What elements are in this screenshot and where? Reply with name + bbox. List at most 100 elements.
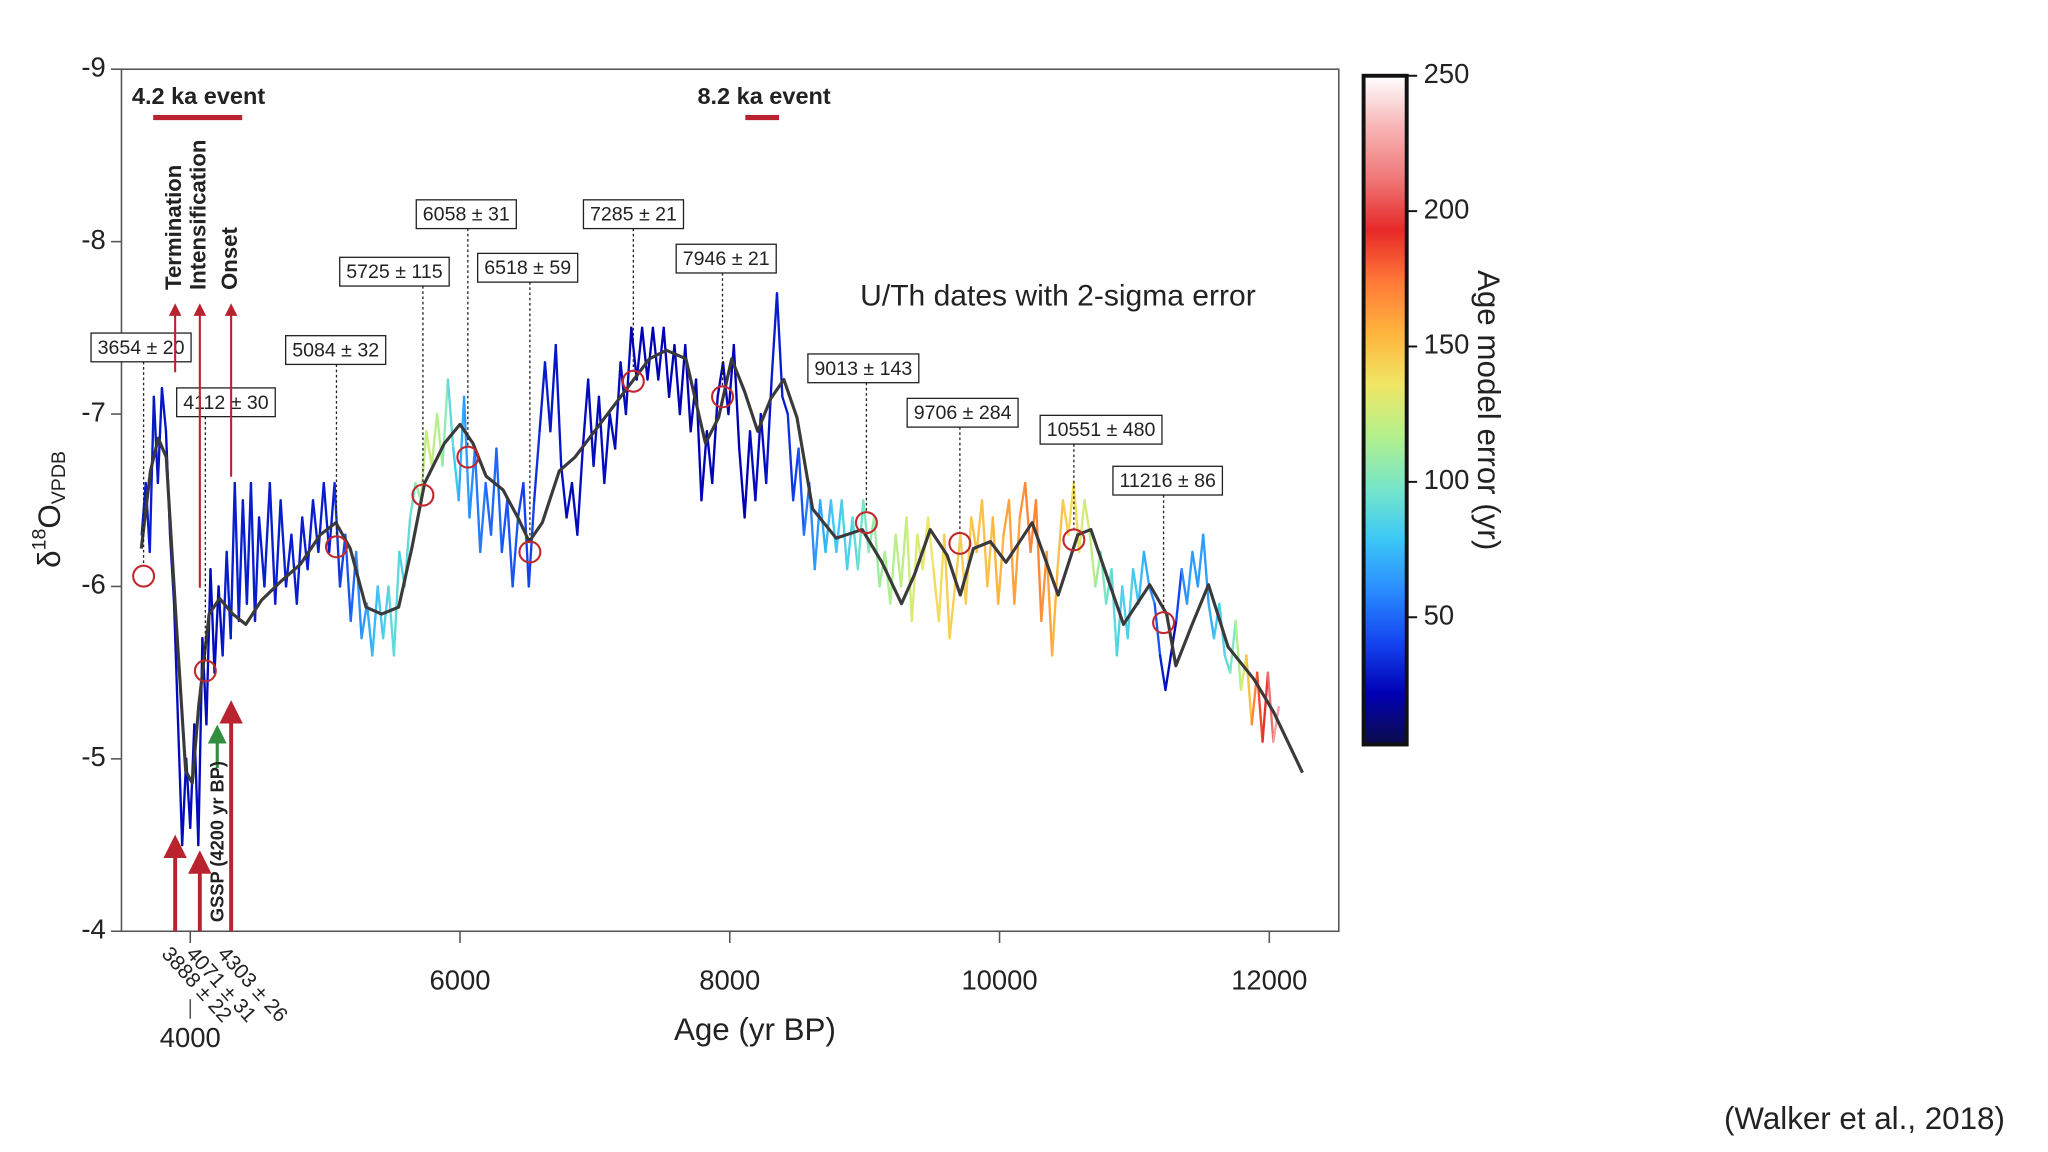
- raw-record-segment: [894, 533, 903, 588]
- raw-record-segment: [1024, 481, 1032, 554]
- raw-record-segment: [500, 499, 509, 554]
- y-axis-label: δ18OVPDB: [29, 451, 71, 568]
- raw-record-segment: [209, 568, 216, 674]
- y-tick-label: -9: [81, 51, 105, 82]
- raw-record-segment: [727, 343, 736, 416]
- raw-record-segment: [543, 361, 552, 433]
- raw-record-segment: [786, 412, 795, 502]
- raw-record-segment: [818, 499, 827, 554]
- raw-record-segment: [899, 516, 908, 588]
- raw-record-segment: [738, 447, 746, 519]
- raw-record-segment: [527, 499, 536, 588]
- raw-record-segment: [516, 481, 525, 519]
- raw-record-segment: [249, 481, 257, 623]
- raw-record-segment: [268, 481, 277, 605]
- date-label: 9013 ± 143: [814, 358, 912, 380]
- date-marker: [518, 540, 542, 564]
- raw-record-segment: [959, 533, 968, 605]
- raw-record-segment: [862, 499, 870, 554]
- raw-record-segment: [986, 516, 994, 588]
- raw-record-segment: [613, 361, 622, 450]
- raw-record-segment: [511, 516, 520, 588]
- raw-record-segment: [1121, 585, 1129, 640]
- raw-record-segment: [392, 550, 401, 657]
- raw-record-segment: [245, 481, 253, 605]
- date-marker: [854, 511, 878, 535]
- date-label: 9706 ± 284: [914, 402, 1012, 424]
- date-label: 11216 ± 86: [1119, 470, 1216, 492]
- colorbar-tick-label: 50: [1424, 599, 1454, 630]
- raw-record-segment: [1126, 568, 1135, 640]
- raw-record-segment: [775, 292, 784, 398]
- raw-record-segment: [435, 412, 444, 467]
- raw-record-segment: [549, 343, 557, 433]
- raw-record-segment: [732, 343, 741, 450]
- raw-record-segment: [484, 481, 493, 536]
- colorbar: [1361, 73, 1409, 747]
- raw-record-segment: [867, 516, 876, 554]
- date-marker: [132, 564, 156, 588]
- raw-record-segment: [419, 430, 428, 502]
- plot-frame: [120, 68, 1340, 933]
- date-marker: [324, 535, 348, 559]
- raw-record-segment: [1067, 481, 1075, 536]
- raw-record-segment: [452, 447, 460, 502]
- raw-record-segment: [565, 481, 574, 519]
- raw-record-segment: [689, 378, 698, 433]
- raw-record-segment: [1261, 671, 1270, 743]
- raw-record-segment: [889, 533, 897, 605]
- date-marker: [1062, 528, 1086, 552]
- raw-record-segment: [1104, 568, 1113, 605]
- raw-record-segment: [1234, 619, 1243, 692]
- raw-record-segment: [916, 533, 924, 571]
- raw-record-segment: [829, 499, 838, 554]
- date-marker: [411, 483, 435, 507]
- raw-record-segment: [468, 447, 477, 519]
- raw-record-segment: [430, 412, 439, 467]
- raw-record-segment: [365, 602, 374, 657]
- raw-record-segment: [205, 568, 212, 726]
- date-marker: [193, 659, 217, 683]
- raw-record-segment: [371, 585, 379, 657]
- raw-record-segment: [997, 533, 1005, 605]
- date-label: 7946 ± 21: [683, 248, 770, 270]
- raw-record-segment: [462, 395, 471, 519]
- raw-record-segment: [306, 499, 315, 571]
- raw-record-segment: [1110, 568, 1119, 657]
- raw-record-segment: [1088, 533, 1097, 588]
- raw-record-segment: [241, 499, 249, 605]
- raw-record-segment: [878, 550, 887, 588]
- raw-record-segment: [673, 343, 682, 416]
- raw-record-segment: [425, 430, 433, 467]
- colorbar-tick-label: 150: [1424, 329, 1470, 360]
- raw-record-segment: [991, 516, 1000, 605]
- raw-record-segment: [926, 516, 935, 571]
- raw-record-segment: [311, 499, 320, 554]
- raw-record-segment: [1180, 568, 1189, 605]
- raw-record-segment: [554, 343, 563, 467]
- y-tick-label: -4: [81, 914, 105, 945]
- raw-record-segment: [640, 326, 649, 381]
- raw-record-segment: [446, 378, 455, 450]
- raw-record-segment: [975, 499, 984, 554]
- raw-record-segment: [1239, 654, 1248, 692]
- colorbar-tick-label: 250: [1424, 58, 1470, 89]
- y-tick-label: -5: [81, 741, 105, 772]
- raw-record-segment: [603, 412, 611, 485]
- raw-record-segment: [295, 516, 304, 605]
- raw-record-segment: [1137, 550, 1146, 605]
- raw-record-segment: [152, 395, 160, 485]
- raw-record-segment: [1212, 602, 1221, 640]
- raw-record-segment: [851, 516, 860, 571]
- raw-record-segment: [1077, 499, 1086, 554]
- raw-record-segment: [586, 378, 595, 467]
- date-label: 5084 ± 32: [292, 340, 379, 362]
- raw-record-segment: [338, 533, 347, 588]
- raw-record-segment: [743, 430, 752, 519]
- smooth-curve: [139, 348, 1304, 785]
- raw-record-segment: [835, 499, 843, 554]
- raw-record-segment: [813, 499, 822, 571]
- raw-record-segment: [317, 481, 325, 554]
- date-box: [339, 256, 450, 287]
- raw-record-segment: [581, 378, 590, 450]
